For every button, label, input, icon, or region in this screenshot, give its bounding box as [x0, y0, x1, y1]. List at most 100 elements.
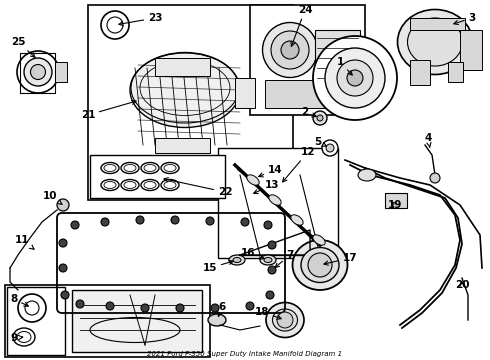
- Ellipse shape: [144, 181, 156, 189]
- Ellipse shape: [397, 9, 472, 75]
- Bar: [88, 5, 293, 200]
- Circle shape: [141, 304, 149, 312]
- Text: 7: 7: [275, 250, 294, 267]
- Ellipse shape: [124, 181, 136, 189]
- Circle shape: [136, 216, 144, 224]
- Ellipse shape: [233, 257, 241, 262]
- Text: 6: 6: [218, 302, 225, 316]
- Circle shape: [57, 199, 69, 211]
- Text: 10: 10: [43, 191, 62, 204]
- Ellipse shape: [121, 162, 139, 174]
- Circle shape: [76, 300, 84, 308]
- Circle shape: [59, 239, 67, 247]
- Ellipse shape: [164, 181, 176, 189]
- Bar: [5, 285, 210, 357]
- Circle shape: [322, 140, 338, 156]
- Text: 3: 3: [454, 13, 476, 24]
- Ellipse shape: [161, 180, 179, 190]
- Ellipse shape: [104, 165, 116, 171]
- Circle shape: [277, 312, 293, 328]
- Circle shape: [308, 253, 332, 277]
- Bar: [72, 290, 202, 352]
- Text: 2: 2: [301, 107, 316, 117]
- Text: 24: 24: [291, 5, 312, 46]
- Text: 17: 17: [324, 253, 357, 265]
- Bar: [410, 60, 430, 85]
- Circle shape: [313, 111, 327, 125]
- Circle shape: [206, 217, 214, 225]
- Ellipse shape: [121, 180, 139, 190]
- Circle shape: [246, 302, 254, 310]
- Text: 1: 1: [336, 57, 352, 75]
- Text: 16: 16: [241, 248, 264, 259]
- Ellipse shape: [281, 41, 299, 59]
- Bar: [448, 62, 463, 82]
- Bar: [265, 80, 335, 108]
- Ellipse shape: [313, 235, 325, 245]
- Bar: [315, 30, 360, 90]
- Circle shape: [18, 294, 46, 322]
- Ellipse shape: [247, 175, 259, 185]
- Circle shape: [325, 48, 385, 108]
- Ellipse shape: [144, 165, 156, 171]
- Ellipse shape: [164, 165, 176, 171]
- Ellipse shape: [124, 165, 136, 171]
- Circle shape: [71, 221, 79, 229]
- Circle shape: [347, 70, 363, 86]
- Ellipse shape: [30, 64, 46, 80]
- Circle shape: [101, 218, 109, 226]
- Ellipse shape: [260, 255, 276, 265]
- Ellipse shape: [291, 215, 303, 225]
- Ellipse shape: [104, 181, 116, 189]
- Text: 4: 4: [424, 133, 432, 147]
- Circle shape: [268, 241, 276, 249]
- Ellipse shape: [266, 302, 304, 338]
- Ellipse shape: [101, 162, 119, 174]
- Text: 14: 14: [259, 165, 282, 177]
- Circle shape: [337, 60, 373, 96]
- Ellipse shape: [264, 257, 272, 262]
- Bar: [155, 58, 210, 76]
- Ellipse shape: [141, 180, 159, 190]
- Text: 15: 15: [203, 260, 233, 273]
- Text: 25: 25: [11, 37, 35, 57]
- Text: 20: 20: [455, 280, 469, 290]
- Ellipse shape: [408, 18, 463, 66]
- Text: 2021 Ford F-350 Super Duty Intake Manifold Diagram 1: 2021 Ford F-350 Super Duty Intake Manifo…: [147, 351, 343, 357]
- Text: 8: 8: [10, 294, 28, 306]
- Circle shape: [264, 221, 272, 229]
- Ellipse shape: [13, 328, 35, 346]
- Circle shape: [61, 291, 69, 299]
- Bar: [155, 138, 210, 153]
- Text: 9: 9: [10, 333, 23, 343]
- Text: 22: 22: [164, 178, 232, 197]
- Ellipse shape: [293, 240, 347, 290]
- Bar: [235, 78, 255, 108]
- Ellipse shape: [272, 309, 297, 331]
- Ellipse shape: [101, 180, 119, 190]
- Circle shape: [106, 302, 114, 310]
- Circle shape: [176, 304, 184, 312]
- Ellipse shape: [263, 22, 318, 77]
- Circle shape: [241, 218, 249, 226]
- Text: 13: 13: [254, 180, 279, 194]
- Text: 11: 11: [15, 235, 34, 249]
- Ellipse shape: [269, 195, 281, 205]
- Bar: [7, 287, 65, 355]
- Bar: [20, 53, 55, 93]
- Circle shape: [101, 11, 129, 39]
- Circle shape: [171, 216, 179, 224]
- Ellipse shape: [208, 314, 226, 326]
- Circle shape: [268, 266, 276, 274]
- Ellipse shape: [301, 248, 339, 283]
- Circle shape: [430, 173, 440, 183]
- Text: 5: 5: [315, 137, 326, 147]
- Circle shape: [317, 115, 323, 121]
- Circle shape: [326, 144, 334, 152]
- Ellipse shape: [17, 332, 31, 342]
- Ellipse shape: [17, 51, 59, 93]
- Ellipse shape: [130, 53, 240, 127]
- Bar: [385, 193, 407, 208]
- Ellipse shape: [271, 31, 309, 69]
- Bar: [90, 155, 225, 198]
